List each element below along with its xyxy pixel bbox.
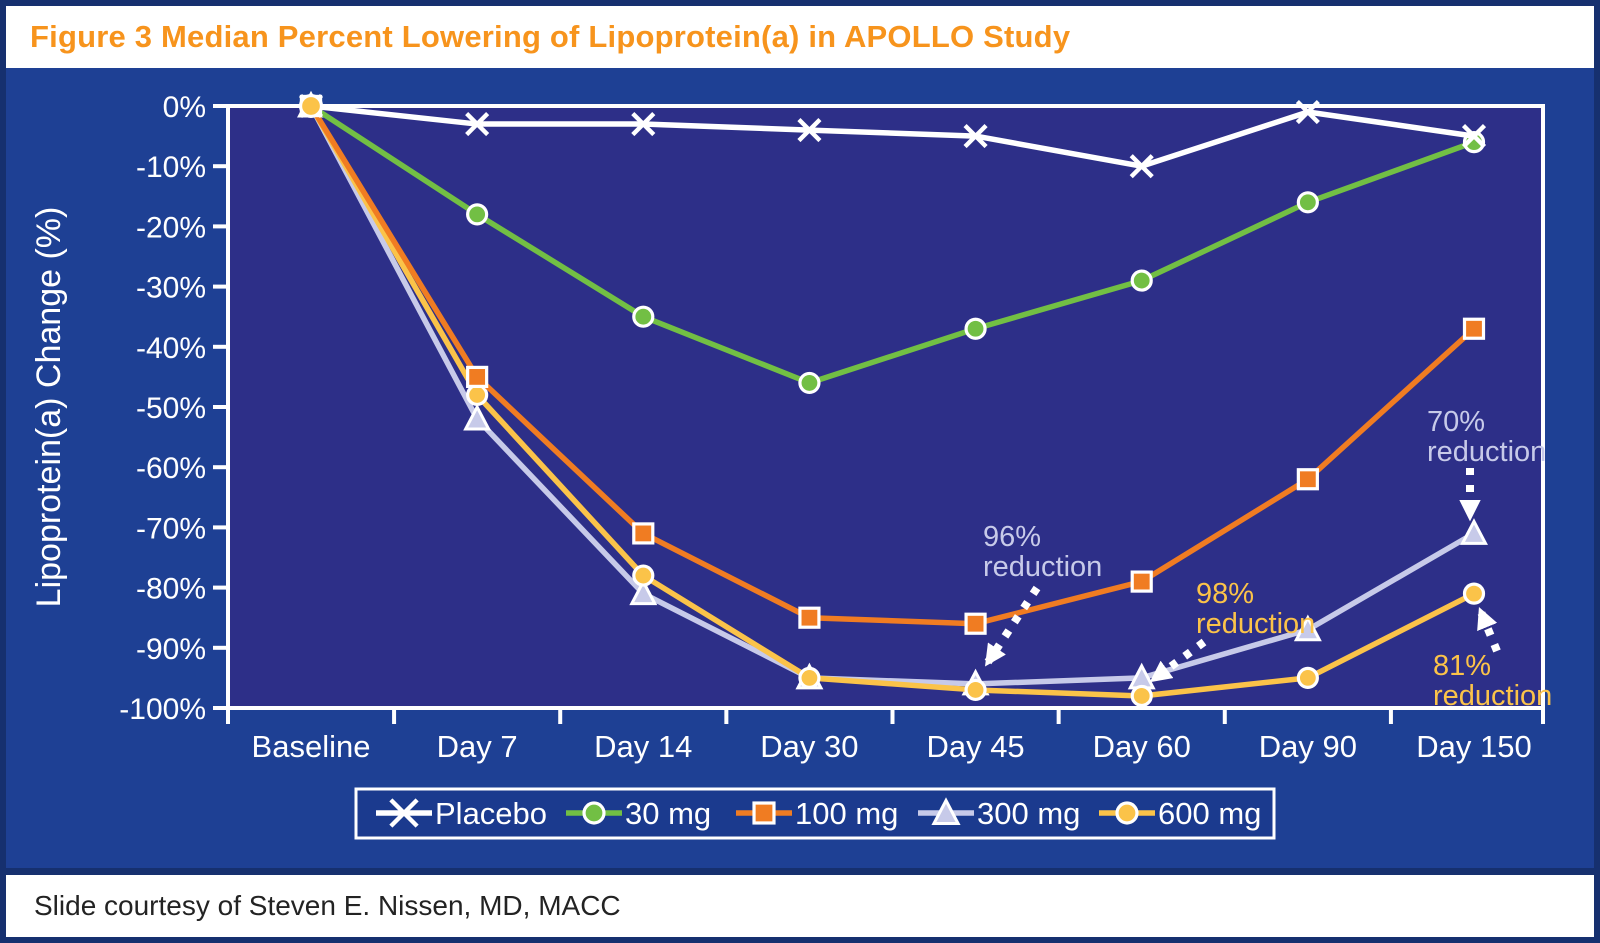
x-category-label: Baseline xyxy=(252,729,371,764)
y-tick-label: -100% xyxy=(119,693,206,726)
annotation-text: reduction xyxy=(1196,608,1315,640)
series-line xyxy=(310,103,1475,169)
circle-marker xyxy=(1130,684,1153,708)
triangle-marker xyxy=(629,578,658,606)
circle-marker xyxy=(632,305,655,328)
circle-marker xyxy=(632,564,655,587)
annotation-text: reduction xyxy=(1433,680,1552,712)
x-category-label: Day 14 xyxy=(594,729,692,764)
series-line xyxy=(308,104,1476,699)
footer: Slide courtesy of Steven E. Nissen, MD, … xyxy=(6,868,1594,937)
y-tick-label: -70% xyxy=(136,512,206,545)
annotation-text: reduction xyxy=(983,551,1102,583)
circle-marker xyxy=(1296,191,1319,214)
legend-item-600-mg: 600 mg xyxy=(1099,796,1261,831)
circle-marker xyxy=(1462,582,1486,605)
y-tick-label: -10% xyxy=(136,151,206,184)
legend-label: 300 mg xyxy=(977,796,1080,831)
x-marker xyxy=(389,798,419,828)
x-category-label: Day 150 xyxy=(1416,729,1531,764)
circle-marker xyxy=(964,317,987,340)
circle-marker xyxy=(1296,666,1319,690)
series-line xyxy=(309,103,1475,386)
x-marker xyxy=(797,118,822,143)
circle-marker xyxy=(466,383,489,407)
y-tick-label: -20% xyxy=(136,211,206,244)
legend-item-100-mg: 100 mg xyxy=(736,796,898,831)
square-marker xyxy=(466,365,489,388)
annotation-text: 81% xyxy=(1433,650,1491,682)
title-bar: Figure 3 Median Percent Lowering of Lipo… xyxy=(6,6,1594,68)
annotation-text: 96% xyxy=(983,521,1041,553)
annotation-text: reduction xyxy=(1427,436,1546,468)
y-tick-label: -90% xyxy=(136,633,206,666)
annotation-arrow xyxy=(984,585,1041,667)
legend-label: 600 mg xyxy=(1158,796,1261,831)
legend-item-300-mg: 300 mg xyxy=(918,796,1080,831)
plot-area xyxy=(226,104,1545,710)
annotation-arrow xyxy=(1477,607,1501,653)
triangle-marker xyxy=(1460,518,1488,545)
square-marker xyxy=(632,522,655,545)
y-axis-title: Lipoprotein(a) Change (%) xyxy=(30,207,68,608)
footer-credit-text: Slide courtesy of Steven E. Nissen, MD, … xyxy=(34,890,621,921)
y-tick-label: -50% xyxy=(136,392,206,425)
x-category-label: Day 60 xyxy=(1093,729,1191,764)
square-marker xyxy=(1130,570,1153,593)
square-marker xyxy=(798,606,821,629)
series-line xyxy=(308,104,1476,687)
x-axis: Baseline Day 7 Day 14 Day 30 Day 45 Day 60 Day… xyxy=(226,708,1545,764)
annotation-text: 98% xyxy=(1196,578,1254,610)
y-tick-label: -60% xyxy=(136,452,206,485)
x-category-label: Day 30 xyxy=(760,729,858,764)
y-axis: 0% -10% -20% -30% -40% -50% -60% -70% -80% -90% -1… xyxy=(119,91,228,726)
x-marker xyxy=(1295,99,1320,125)
y-tick-label: 0% xyxy=(163,91,206,124)
square-marker xyxy=(752,801,776,825)
annotation-96%: 96%reduction xyxy=(983,521,1102,667)
y-tick-label: -30% xyxy=(136,272,206,305)
x-marker xyxy=(963,124,988,149)
circle-marker xyxy=(1130,269,1153,292)
circle-marker xyxy=(582,801,606,825)
y-tick-label: -80% xyxy=(136,573,206,606)
circle-marker xyxy=(298,93,324,119)
triangle-marker xyxy=(1293,614,1322,642)
x-marker xyxy=(1461,124,1487,149)
legend-item-placebo: Placebo xyxy=(376,796,547,831)
square-marker xyxy=(964,612,987,635)
circle-marker xyxy=(798,371,821,395)
triangle-marker xyxy=(931,797,961,825)
square-marker xyxy=(1462,317,1486,340)
x-category-label: Day 7 xyxy=(437,729,518,764)
chart-region: 0% -10% -20% -30% -40% -50% -60% -70% -80% -90% -1… xyxy=(6,68,1594,868)
square-marker xyxy=(1296,468,1319,491)
baseline-overlap-markers xyxy=(298,93,324,119)
annotation-98%: 98%reduction xyxy=(1149,578,1315,683)
triangle-marker xyxy=(463,403,492,431)
circle-marker xyxy=(466,203,489,226)
annotation-arrow xyxy=(1149,638,1207,683)
legend-label: 30 mg xyxy=(625,796,711,831)
annotation-70%: 70%reduction xyxy=(1427,406,1546,522)
x-marker xyxy=(465,112,490,137)
x-marker xyxy=(631,112,656,137)
legend-item-30-mg: 30 mg xyxy=(566,796,711,831)
legend-label: Placebo xyxy=(435,796,547,831)
legend-label: 100 mg xyxy=(795,796,898,831)
circle-marker xyxy=(1115,801,1139,825)
x-category-label: Day 45 xyxy=(926,729,1024,764)
circle-marker xyxy=(964,678,987,702)
x-marker xyxy=(1129,154,1154,179)
page-title: Figure 3 Median Percent Lowering of Lipo… xyxy=(30,19,1071,54)
series-line xyxy=(308,104,1476,627)
circle-marker xyxy=(798,666,821,690)
annotation-text: 70% xyxy=(1427,406,1485,438)
legend: Placebo 30 mg 100 mg 300 mg 600 mg xyxy=(354,787,1276,840)
annotation-81%: 81%reduction xyxy=(1433,607,1552,712)
x-category-label: Day 90 xyxy=(1259,729,1357,764)
y-tick-label: -40% xyxy=(136,332,206,365)
